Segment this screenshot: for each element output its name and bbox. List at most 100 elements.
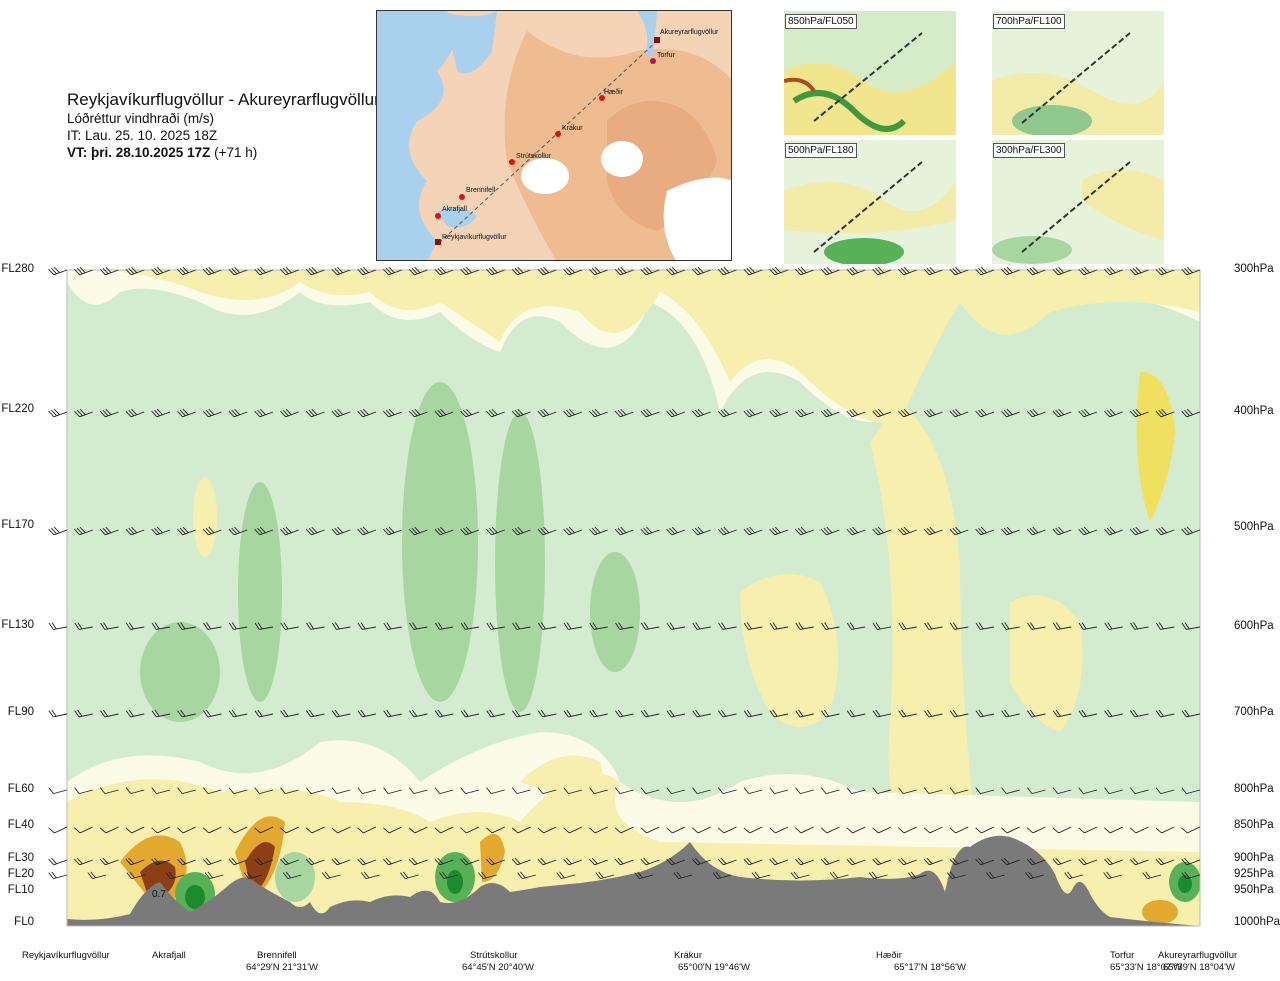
wind-barb <box>975 526 995 536</box>
station-label: Reykjavíkurflugvöllur <box>22 950 110 962</box>
level-map-500[interactable]: 500hPa/FL180 <box>784 140 956 264</box>
wind-barb <box>409 709 428 718</box>
wind-barb <box>486 408 505 418</box>
wind-barb <box>228 622 248 630</box>
wind-barb <box>203 709 222 718</box>
hpa-label: 950hPa <box>1234 884 1274 896</box>
wind-barb <box>408 526 428 536</box>
fl-label: FL280 <box>1 263 34 275</box>
hpa-label: 800hPa <box>1234 783 1274 795</box>
wind-barb <box>357 622 377 630</box>
wind-barb <box>125 622 145 630</box>
product-label: Lóðréttur vindhraði (m/s) <box>67 111 215 126</box>
wind-barb <box>1078 787 1098 795</box>
wind-barb <box>595 871 615 880</box>
wind-barb <box>898 857 917 866</box>
wind-barb <box>228 408 248 418</box>
wind-barb <box>99 526 119 536</box>
wind-barb <box>243 871 263 880</box>
wind-barb <box>872 266 892 276</box>
wind-barb <box>743 826 763 834</box>
wind-barb <box>280 526 299 536</box>
route-title: Reykjavíkurflugvöllur - Akureyrarflugvöl… <box>67 90 380 109</box>
wind-barb <box>1052 787 1072 795</box>
wind-barb <box>846 857 866 866</box>
wind-barb <box>790 871 810 880</box>
wind-barb <box>460 857 480 866</box>
wind-barb <box>692 408 711 418</box>
wind-barb <box>975 622 995 630</box>
wind-barb <box>614 826 634 834</box>
wind-barb <box>177 526 196 536</box>
wp-reykjavik-label: Reykjavíkurflugvöllur <box>442 234 507 241</box>
fl-label: FL40 <box>7 819 34 831</box>
level-map-300-svg <box>992 140 1164 264</box>
station-name: Strútskollur <box>470 950 518 961</box>
wind-barb <box>512 622 531 630</box>
wind-barb <box>1025 871 1044 880</box>
wind-barb <box>360 871 380 880</box>
wind-barb <box>177 622 196 630</box>
wind-barb <box>1155 826 1175 834</box>
hpa-label: 900hPa <box>1234 852 1274 864</box>
wind-barb <box>486 709 505 718</box>
wind-barb <box>1181 857 1201 866</box>
wind-barb <box>975 408 995 418</box>
wind-barb <box>769 622 789 630</box>
wind-barb <box>1078 622 1098 630</box>
wind-barb <box>1104 408 1123 418</box>
level-map-700[interactable]: 700hPa/FL100 <box>992 11 1164 135</box>
wind-barb <box>434 526 454 536</box>
wind-barb <box>820 857 840 866</box>
wind-barb <box>589 857 608 866</box>
wind-barb <box>769 526 789 536</box>
wind-barb <box>254 787 274 795</box>
wind-barb <box>204 871 224 880</box>
wind-barb <box>1181 826 1201 834</box>
wind-barb <box>563 622 583 630</box>
wind-barb <box>460 787 480 795</box>
wind-barb <box>795 826 814 834</box>
level-map-300[interactable]: 300hPa/FL300 <box>992 140 1164 264</box>
wind-barb <box>357 787 377 795</box>
wind-barb <box>589 709 608 718</box>
wind-barb <box>1064 871 1083 880</box>
wind-barb <box>975 266 995 276</box>
wind-barb <box>589 826 608 834</box>
wind-barb <box>280 408 299 418</box>
wind-barb <box>563 408 583 418</box>
wind-barb <box>563 709 583 718</box>
wind-barb <box>692 526 711 536</box>
wind-barb <box>666 266 686 276</box>
wind-barb <box>640 622 660 630</box>
wind-barb <box>151 526 171 536</box>
fl-label: FL90 <box>7 706 34 718</box>
wind-barb <box>486 857 505 866</box>
cross-section: 0.7 FL280 FL220 FL170 FL130 FL90 FL60 FL… <box>0 262 1280 930</box>
wind-barb <box>949 622 969 630</box>
wind-barb <box>975 826 995 834</box>
hpa-label: 600hPa <box>1234 620 1274 632</box>
wind-barb <box>718 709 737 718</box>
wind-barb <box>357 408 377 418</box>
wind-barb <box>615 709 634 718</box>
wind-barb <box>769 787 789 795</box>
wind-barb <box>460 826 480 834</box>
hpa-label: 400hPa <box>1234 405 1274 417</box>
wind-barb <box>177 408 196 418</box>
wind-barb <box>1078 266 1098 276</box>
fl-label: FL30 <box>7 852 34 864</box>
wind-barb <box>1026 826 1046 834</box>
wind-barb <box>254 266 274 276</box>
wind-barb <box>872 857 892 866</box>
level-map-850[interactable]: 850hPa/FL050 <box>784 11 956 135</box>
valid-time: VT: þri. 28.10.2025 17Z (+71 h) <box>67 144 380 161</box>
wind-barb <box>48 826 68 834</box>
station-label: Torfur 65°33'N 18°07'W <box>1110 950 1182 974</box>
wind-barb <box>280 787 299 795</box>
wind-barb <box>1001 857 1020 866</box>
wind-barb <box>949 709 969 718</box>
wp-torfur-label: Torfur <box>657 52 675 59</box>
wind-barb <box>228 787 248 795</box>
wind-barb <box>769 857 789 866</box>
